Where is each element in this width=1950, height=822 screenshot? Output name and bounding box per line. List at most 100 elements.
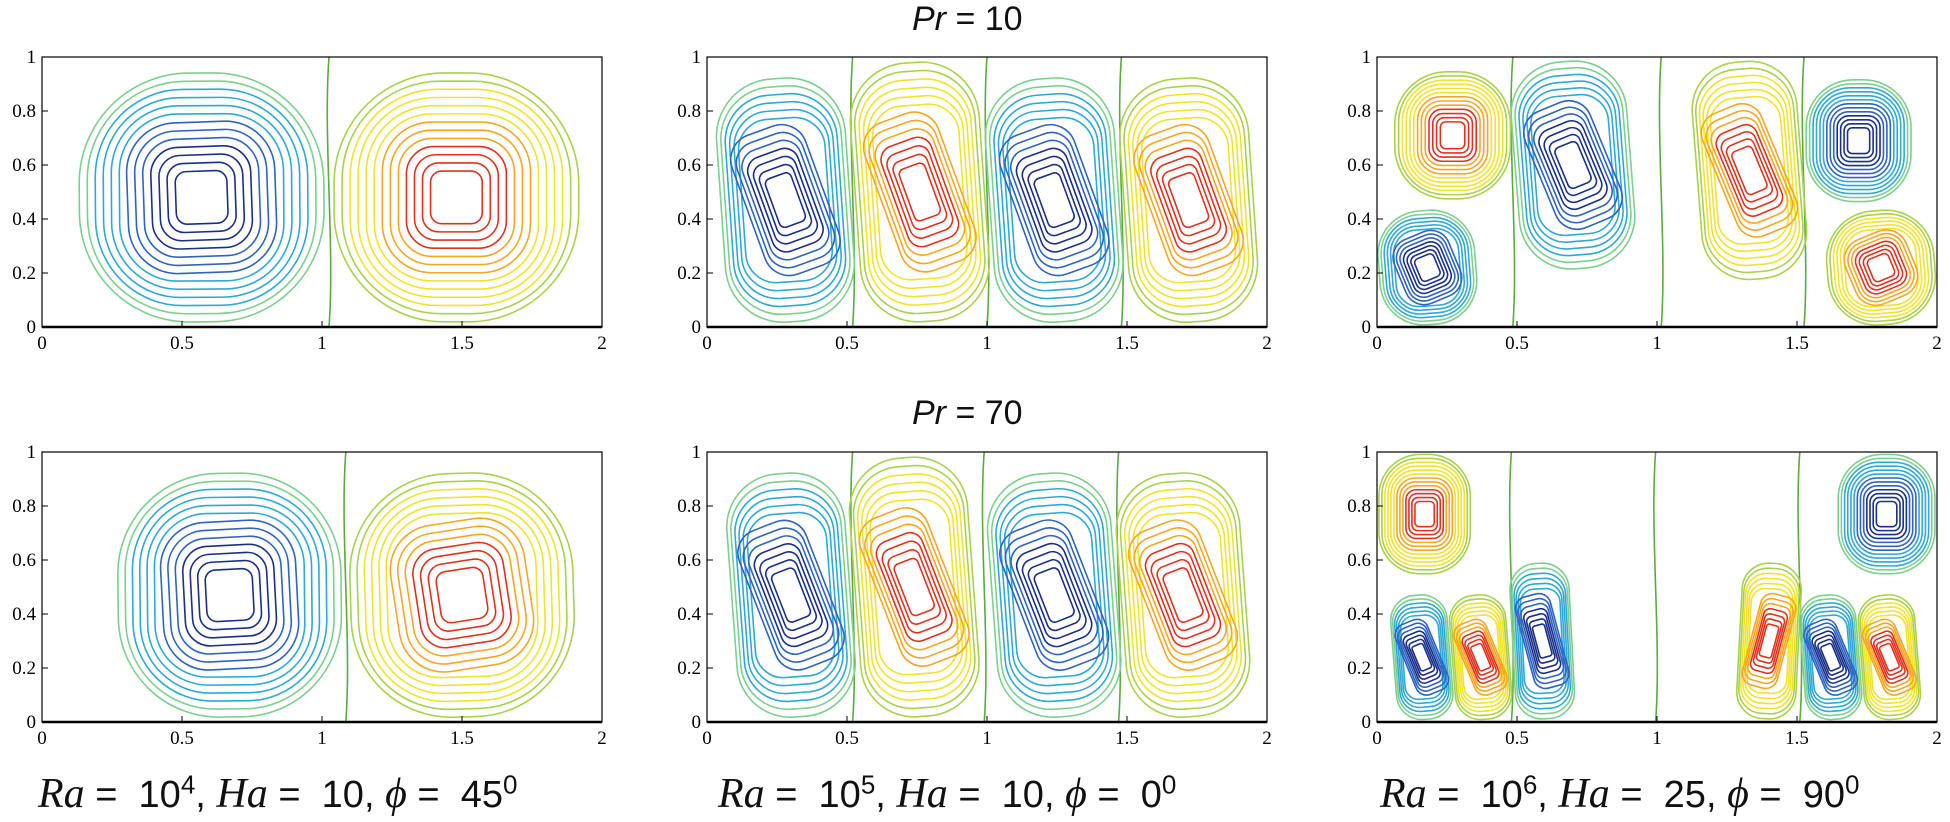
contour-line [737, 519, 845, 671]
contour-line [131, 488, 328, 702]
contour-line [1715, 123, 1784, 217]
contour-line [1410, 248, 1445, 287]
x-tick-label: 0 [702, 728, 712, 749]
y-tick-label: 0.8 [12, 496, 36, 517]
contour-line [1406, 244, 1449, 291]
contour-line [167, 527, 293, 663]
contour-line [1168, 575, 1198, 615]
contour-line [734, 487, 848, 703]
contour-line [363, 487, 561, 703]
contour-line [78, 72, 325, 323]
contour-line [1731, 145, 1768, 196]
contour-line [1861, 618, 1917, 696]
contour-line [1509, 562, 1576, 720]
contour-line [1825, 209, 1937, 326]
contour-line [349, 88, 564, 307]
contour-line [1428, 108, 1478, 163]
y-tick-label: 0.8 [12, 101, 36, 122]
contour-line [881, 540, 947, 634]
contour-line [899, 566, 929, 607]
contour-line [986, 472, 1122, 719]
contour-line [1161, 163, 1216, 237]
contour-line [1027, 163, 1081, 237]
contour-lines [725, 452, 1251, 722]
contour-panel-pr10-ra1e4: 0 0.5 1 1.5 2 0 0.2 0.4 0.6 0.8 1 [12, 47, 607, 354]
contour-line [1409, 87, 1497, 183]
contour-line [189, 551, 270, 639]
caption-col-1: Ra = 104, Ha = 10, ϕ = 450 [38, 769, 518, 817]
contour-line [150, 144, 254, 250]
contour-line [348, 472, 576, 719]
contour-line [1511, 567, 1574, 715]
contour-line [1702, 81, 1797, 260]
contour-line [1755, 618, 1783, 664]
contour-line [738, 495, 844, 695]
contour-panel-pr10-ra1e6: 0 0.5 1 1.5 2 0 0.2 0.4 0.6 0.8 1 [1347, 47, 1942, 354]
contour-line [1520, 602, 1565, 680]
contour-line [381, 121, 532, 274]
contour-line [1752, 612, 1786, 670]
y-tick-label: 0.2 [1347, 263, 1371, 284]
contour-line [117, 472, 343, 718]
contour-line [1850, 469, 1924, 559]
contour-line [1450, 598, 1511, 717]
contour-line [1522, 607, 1562, 675]
contour-lines [715, 57, 1259, 327]
contour-line [1691, 60, 1808, 281]
contour-line [1408, 492, 1442, 536]
contour-line [1439, 121, 1466, 150]
contour-line [1554, 140, 1592, 190]
contour-line [746, 511, 836, 679]
contour-line [333, 72, 580, 323]
contour-line [1133, 123, 1245, 277]
contour-line [1397, 75, 1508, 196]
contour-line [1811, 630, 1850, 684]
contour-line [1399, 626, 1444, 688]
contour-line [1802, 602, 1859, 713]
contour-line [1700, 102, 1799, 238]
zero-contour [984, 57, 990, 327]
contour-line [1464, 634, 1497, 680]
y-tick-label: 0.4 [677, 604, 701, 625]
x-tick-label: 0 [37, 333, 47, 354]
contour-line [746, 147, 824, 253]
contour-line [1378, 453, 1472, 575]
contour-line [1393, 602, 1450, 713]
contour-line [1843, 229, 1919, 307]
contour-line [862, 86, 977, 298]
contour-line [212, 577, 246, 614]
contour-line [1138, 534, 1228, 656]
contour-line [875, 531, 953, 643]
contour-line [1863, 606, 1916, 709]
contour-line [181, 543, 278, 647]
contour-line [770, 567, 812, 623]
x-tick-label: 1 [1652, 728, 1662, 749]
contour-line [747, 535, 835, 656]
contour-line [1144, 139, 1233, 261]
contour-panel-pr70-ra1e5: 0 0.5 1 1.5 2 0 0.2 0.4 0.6 0.8 1 [677, 442, 1272, 749]
contour-line [1453, 618, 1509, 696]
contour-line [370, 495, 554, 695]
y-tick-label: 0.4 [677, 209, 701, 230]
contour-line [1758, 623, 1780, 659]
row-title-pr70: Pr = 70 [912, 394, 1023, 432]
contour-line [1393, 473, 1457, 555]
contour-line [138, 496, 321, 694]
contour-line [852, 464, 976, 710]
contour-line [993, 92, 1116, 308]
x-tick-label: 1 [982, 728, 992, 749]
contour-line [1008, 511, 1101, 679]
contour-line [1805, 622, 1856, 692]
contour-line [1514, 592, 1570, 690]
zero-contour [1658, 57, 1664, 327]
contour-line [1391, 598, 1452, 717]
contour-line [1133, 527, 1233, 664]
contour-line [174, 169, 229, 226]
contour-line [1015, 147, 1093, 253]
contour-line [1399, 481, 1451, 548]
contour-lines [1378, 452, 1936, 722]
contour-line [860, 481, 968, 693]
zero-contour [326, 57, 332, 327]
caption-col-2: Ra = 105, Ha = 10, ϕ = 00 [718, 769, 1177, 817]
contour-line [1836, 220, 1926, 315]
